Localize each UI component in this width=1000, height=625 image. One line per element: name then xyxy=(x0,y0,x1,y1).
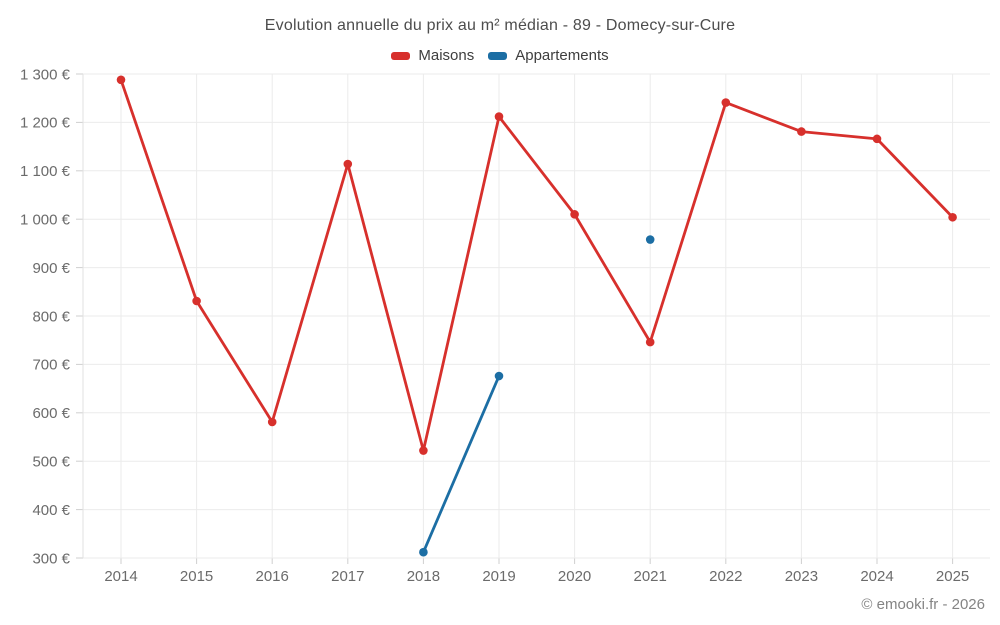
y-tick-label: 1 200 € xyxy=(20,115,71,132)
appartements-legend-swatch-icon xyxy=(488,51,508,60)
y-tick-label: 1 100 € xyxy=(20,163,71,180)
data-point-maisons-2022[interactable] xyxy=(721,98,731,107)
data-point-maisons-2014[interactable] xyxy=(116,75,126,85)
x-tick-label-2014: 2014 xyxy=(104,568,137,585)
y-tick-label: 700 € xyxy=(32,357,70,374)
x-tick-label-2025: 2025 xyxy=(936,568,969,585)
data-point-maisons-2016[interactable] xyxy=(267,417,277,427)
series-line-maisons xyxy=(119,78,954,452)
data-point-appartements-2019[interactable] xyxy=(494,371,504,381)
x-tick-label-2017: 2017 xyxy=(331,568,364,585)
y-tick-label: 600 € xyxy=(32,405,70,422)
y-tick-label: 1 300 € xyxy=(20,66,71,83)
data-point-maisons-2015[interactable] xyxy=(192,296,201,306)
data-point-maisons-2017[interactable] xyxy=(343,159,353,169)
x-tick-label-2018: 2018 xyxy=(407,568,440,585)
data-point-maisons-2024[interactable] xyxy=(872,134,882,144)
x-tick-label-2020: 2020 xyxy=(558,568,591,585)
chart-legend: Maisons Appartements xyxy=(0,47,1000,64)
legend-item-maisons[interactable]: Maisons xyxy=(391,47,474,64)
data-point-appartements-2021[interactable] xyxy=(645,235,655,244)
y-tick-label: 1 000 € xyxy=(20,212,71,229)
y-tick-label: 800 € xyxy=(32,308,70,325)
data-point-maisons-2020[interactable] xyxy=(570,210,579,219)
x-tick-label-2015: 2015 xyxy=(180,568,213,585)
y-tick-label: 400 € xyxy=(32,502,70,519)
data-point-maisons-2018[interactable] xyxy=(419,446,428,455)
data-point-maisons-2023[interactable] xyxy=(797,127,806,136)
x-tick-label-2023: 2023 xyxy=(785,568,818,585)
y-tick-label: 900 € xyxy=(32,260,70,277)
x-tick-label-2019: 2019 xyxy=(482,568,515,585)
footer-credit: © emooki.fr - 2026 xyxy=(861,596,985,613)
legend-item-appartements[interactable]: Appartements xyxy=(488,47,609,64)
x-tick-label-2022: 2022 xyxy=(709,568,742,585)
x-tick-label-2016: 2016 xyxy=(256,568,289,585)
data-point-maisons-2025[interactable] xyxy=(948,212,957,222)
legend-label-appartements: Appartements xyxy=(515,47,609,64)
y-tick-label: 300 € xyxy=(32,550,70,567)
series-line-appartements xyxy=(422,374,501,554)
y-tick-label: 500 € xyxy=(32,454,70,471)
data-point-maisons-2021[interactable] xyxy=(645,337,655,347)
x-tick-label-2024: 2024 xyxy=(860,568,893,585)
data-point-appartements-2018[interactable] xyxy=(419,547,428,557)
maisons-legend-swatch-icon xyxy=(391,51,411,60)
x-tick-label-2021: 2021 xyxy=(634,568,667,585)
legend-label-maisons: Maisons xyxy=(418,47,475,64)
data-point-maisons-2019[interactable] xyxy=(494,112,504,121)
chart-title: Evolution annuelle du prix au m² médian … xyxy=(264,17,736,34)
